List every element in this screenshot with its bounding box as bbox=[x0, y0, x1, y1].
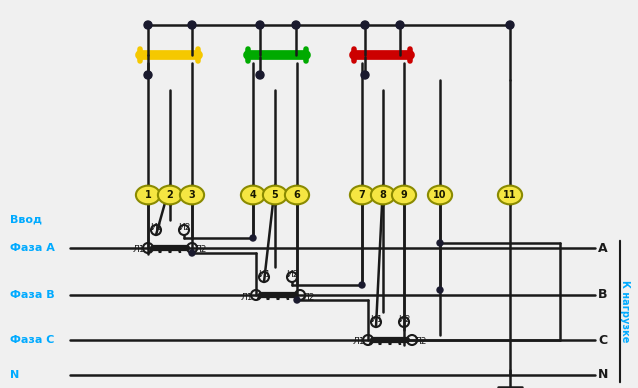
Circle shape bbox=[256, 71, 264, 79]
Ellipse shape bbox=[428, 185, 452, 204]
Circle shape bbox=[189, 250, 195, 256]
Text: 10: 10 bbox=[433, 190, 447, 200]
Text: Л1: Л1 bbox=[133, 246, 145, 255]
Text: Фаза А: Фаза А bbox=[10, 243, 55, 253]
Text: Фаза С: Фаза С bbox=[10, 335, 54, 345]
Circle shape bbox=[292, 21, 300, 29]
Ellipse shape bbox=[241, 185, 265, 204]
Text: К нагрузке: К нагрузке bbox=[620, 280, 630, 343]
Text: Ввод: Ввод bbox=[10, 215, 42, 225]
Text: И1: И1 bbox=[150, 223, 162, 232]
Text: Фаза В: Фаза В bbox=[10, 290, 55, 300]
Ellipse shape bbox=[371, 185, 395, 204]
Circle shape bbox=[256, 21, 264, 29]
Circle shape bbox=[361, 71, 369, 79]
Text: И1: И1 bbox=[258, 270, 271, 279]
Circle shape bbox=[188, 21, 196, 29]
Circle shape bbox=[437, 240, 443, 246]
Text: 7: 7 bbox=[359, 190, 366, 200]
Text: Л1: Л1 bbox=[241, 293, 253, 301]
Ellipse shape bbox=[263, 185, 287, 204]
Text: С: С bbox=[598, 334, 607, 346]
Text: И2: И2 bbox=[398, 315, 410, 324]
Text: 6: 6 bbox=[293, 190, 300, 200]
Circle shape bbox=[144, 21, 152, 29]
Text: 11: 11 bbox=[503, 190, 517, 200]
Text: Л1: Л1 bbox=[353, 338, 365, 346]
Text: 9: 9 bbox=[401, 190, 408, 200]
Text: И1: И1 bbox=[370, 315, 382, 324]
Text: 8: 8 bbox=[380, 190, 387, 200]
Text: 3: 3 bbox=[189, 190, 195, 200]
Text: N: N bbox=[598, 369, 609, 381]
Text: 1: 1 bbox=[145, 190, 151, 200]
Text: И2: И2 bbox=[178, 223, 190, 232]
Text: Л2: Л2 bbox=[415, 338, 427, 346]
Text: 2: 2 bbox=[167, 190, 174, 200]
Circle shape bbox=[506, 21, 514, 29]
Circle shape bbox=[396, 21, 404, 29]
Ellipse shape bbox=[136, 185, 160, 204]
Ellipse shape bbox=[350, 185, 374, 204]
Text: N: N bbox=[10, 370, 19, 380]
Text: Л2: Л2 bbox=[195, 246, 207, 255]
Ellipse shape bbox=[180, 185, 204, 204]
Ellipse shape bbox=[392, 185, 416, 204]
Circle shape bbox=[437, 287, 443, 293]
Circle shape bbox=[294, 297, 300, 303]
Text: 5: 5 bbox=[272, 190, 278, 200]
Ellipse shape bbox=[498, 185, 522, 204]
Text: 4: 4 bbox=[249, 190, 256, 200]
Circle shape bbox=[250, 235, 256, 241]
Ellipse shape bbox=[285, 185, 309, 204]
Ellipse shape bbox=[158, 185, 182, 204]
Text: И2: И2 bbox=[286, 270, 298, 279]
Text: А: А bbox=[598, 241, 607, 255]
Text: В: В bbox=[598, 289, 607, 301]
Circle shape bbox=[361, 21, 369, 29]
Text: Л2: Л2 bbox=[303, 293, 315, 301]
Circle shape bbox=[359, 282, 365, 288]
Circle shape bbox=[144, 71, 152, 79]
